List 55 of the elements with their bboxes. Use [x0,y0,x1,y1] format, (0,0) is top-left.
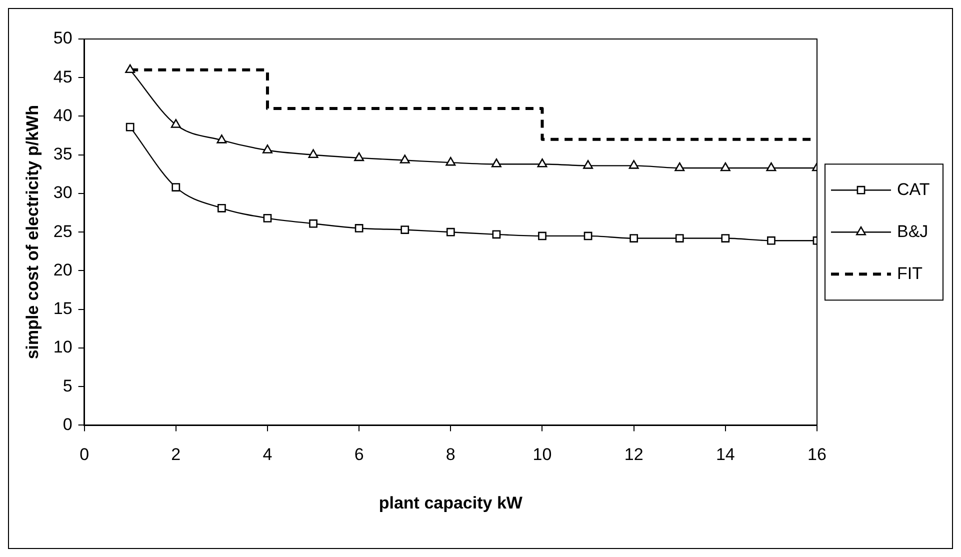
y-tick-label: 40 [53,106,72,125]
legend-label: CAT [897,180,930,199]
y-tick-label: 20 [53,260,72,280]
point [630,234,638,242]
legend-label: FIT [897,264,922,283]
point [218,204,226,212]
y-tick-label: 35 [53,144,72,164]
point [766,162,776,172]
x-tick-label: 0 [80,445,90,464]
point [584,232,592,240]
y-axis-title: simple cost of electricity p/kWh [22,105,42,360]
x-tick-label: 10 [532,445,552,464]
y-tick-label: 25 [53,222,72,241]
y-tick-label: 30 [53,183,72,202]
point [354,224,364,232]
point [126,122,134,132]
y-tick-label: 45 [53,67,72,86]
point [675,234,684,242]
y-tick-label: 10 [53,338,72,357]
point [492,230,501,239]
point [262,144,272,154]
point [721,234,730,242]
point [308,149,318,158]
point [309,219,318,228]
x-tick-label: 4 [262,445,272,464]
y-tick-label: 5 [62,376,72,396]
x-tick-label: 8 [446,445,456,464]
point [628,160,639,169]
x-tick-label: 12 [624,445,644,464]
point [170,119,181,128]
x-tick-label: 16 [808,445,826,464]
point [216,134,227,144]
point [400,154,410,164]
x-tick-label: 6 [354,445,364,464]
point [125,64,136,74]
x-tick-label: 2 [171,445,181,464]
y-tick-label: 50 [53,28,72,48]
point [491,158,502,168]
point [537,158,548,168]
legend-label: B&J [897,222,928,241]
point [400,226,410,234]
x-tick-label: 14 [716,445,735,464]
point [674,162,685,172]
y-tick-label: 15 [53,299,72,318]
x-axis-title: plant capacity kW [378,493,524,512]
point [172,183,180,192]
point [720,162,730,172]
point [583,160,594,169]
point [263,214,272,222]
point [446,228,455,236]
point [538,232,546,240]
y-tick-label: 0 [62,414,72,434]
point [354,152,364,162]
point [767,236,776,245]
point [446,156,456,166]
